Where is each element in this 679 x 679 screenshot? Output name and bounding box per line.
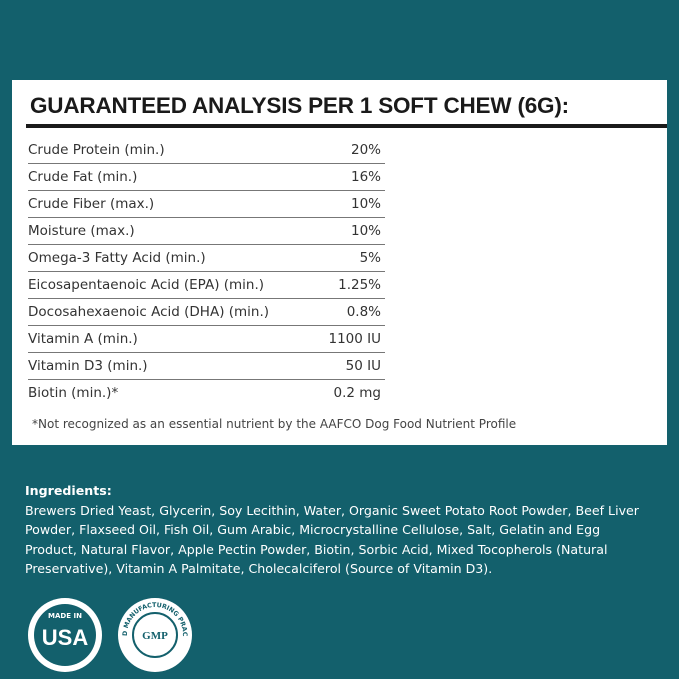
analysis-row: Vitamin D3 (min.) 50 IU: [28, 353, 385, 380]
analysis-row: Crude Fat (min.) 16%: [28, 164, 385, 191]
nutrient-name: Omega-3 Fatty Acid (min.): [28, 250, 206, 266]
analysis-row: Vitamin A (min.) 1100 IU: [28, 326, 385, 353]
title-rule: [26, 124, 667, 128]
analysis-row: Crude Fiber (max.) 10%: [28, 191, 385, 218]
nutrient-name: Crude Fat (min.): [28, 169, 138, 185]
nutrient-name: Biotin (min.)*: [28, 385, 119, 401]
gmp-badge: [118, 598, 192, 672]
nutrient-value: 10%: [350, 223, 381, 239]
nutrient-value: 1100 IU: [328, 331, 381, 347]
nutrient-value: 0.2 mg: [333, 385, 381, 401]
badges: MADE IN USA GOOD MANUFACTURING PRACTICE …: [0, 580, 192, 672]
analysis-title: GUARANTEED ANALYSIS PER 1 SOFT CHEW (6G)…: [30, 93, 569, 118]
ingredients-line: Preservative), Vitamin A Palmitate, Chol…: [25, 561, 493, 577]
analysis-panel: GUARANTEED ANALYSIS PER 1 SOFT CHEW (6G)…: [12, 80, 667, 445]
nutrient-name: Docosahexaenoic Acid (DHA) (min.): [28, 304, 270, 320]
nutrient-name: Crude Fiber (max.): [28, 196, 155, 212]
ingredients: Ingredients: Brewers Dried Yeast, Glycer…: [25, 481, 639, 579]
usa-main: USA: [42, 625, 89, 650]
ingredients-line: Powder, Flaxseed Oil, Fish Oil, Gum Arab…: [25, 522, 601, 538]
analysis-row: Crude Protein (min.) 20%: [28, 137, 385, 164]
nutrient-name: Vitamin D3 (min.): [28, 358, 148, 374]
analysis-row: Biotin (min.)* 0.2 mg: [28, 380, 385, 406]
analysis-row: Eicosapentaenoic Acid (EPA) (min.) 1.25%: [28, 272, 385, 299]
nutrient-value: 10%: [350, 196, 381, 212]
analysis-row: Moisture (max.) 10%: [28, 218, 385, 245]
nutrient-name: Crude Protein (min.): [28, 142, 165, 158]
gmp-inner-ring: [132, 612, 178, 658]
nutrient-value: 5%: [359, 250, 381, 266]
analysis-table: Crude Protein (min.) 20% Crude Fat (min.) 1…: [28, 137, 385, 406]
ingredients-heading: Ingredients:: [25, 483, 112, 498]
usa-top: MADE IN: [48, 612, 82, 620]
nutrient-name: Vitamin A (min.): [28, 331, 138, 347]
ingredients-line: Brewers Dried Yeast, Glycerin, Soy Lecit…: [25, 502, 639, 518]
nutrient-value: 20%: [350, 142, 381, 158]
nutrient-value: 16%: [350, 169, 381, 185]
nutrient-value: 1.25%: [338, 277, 381, 293]
nutrient-value: 0.8%: [346, 304, 381, 320]
usa-badge-inner: [34, 604, 96, 666]
gmp-main: GMP: [142, 630, 168, 642]
analysis-row: Omega-3 Fatty Acid (min.) 5%: [28, 245, 385, 272]
nutrient-name: Moisture (max.): [28, 223, 135, 239]
nutrient-name: Eicosapentaenoic Acid (EPA) (min.): [28, 277, 265, 293]
nutrient-value: 50 IU: [345, 358, 381, 374]
analysis-row: Docosahexaenoic Acid (DHA) (min.) 0.8%: [28, 299, 385, 326]
footnote: *Not recognized as an essential nutrient…: [32, 417, 517, 431]
ingredients-line: Product, Natural Flavor, Apple Pectin Po…: [25, 541, 608, 557]
